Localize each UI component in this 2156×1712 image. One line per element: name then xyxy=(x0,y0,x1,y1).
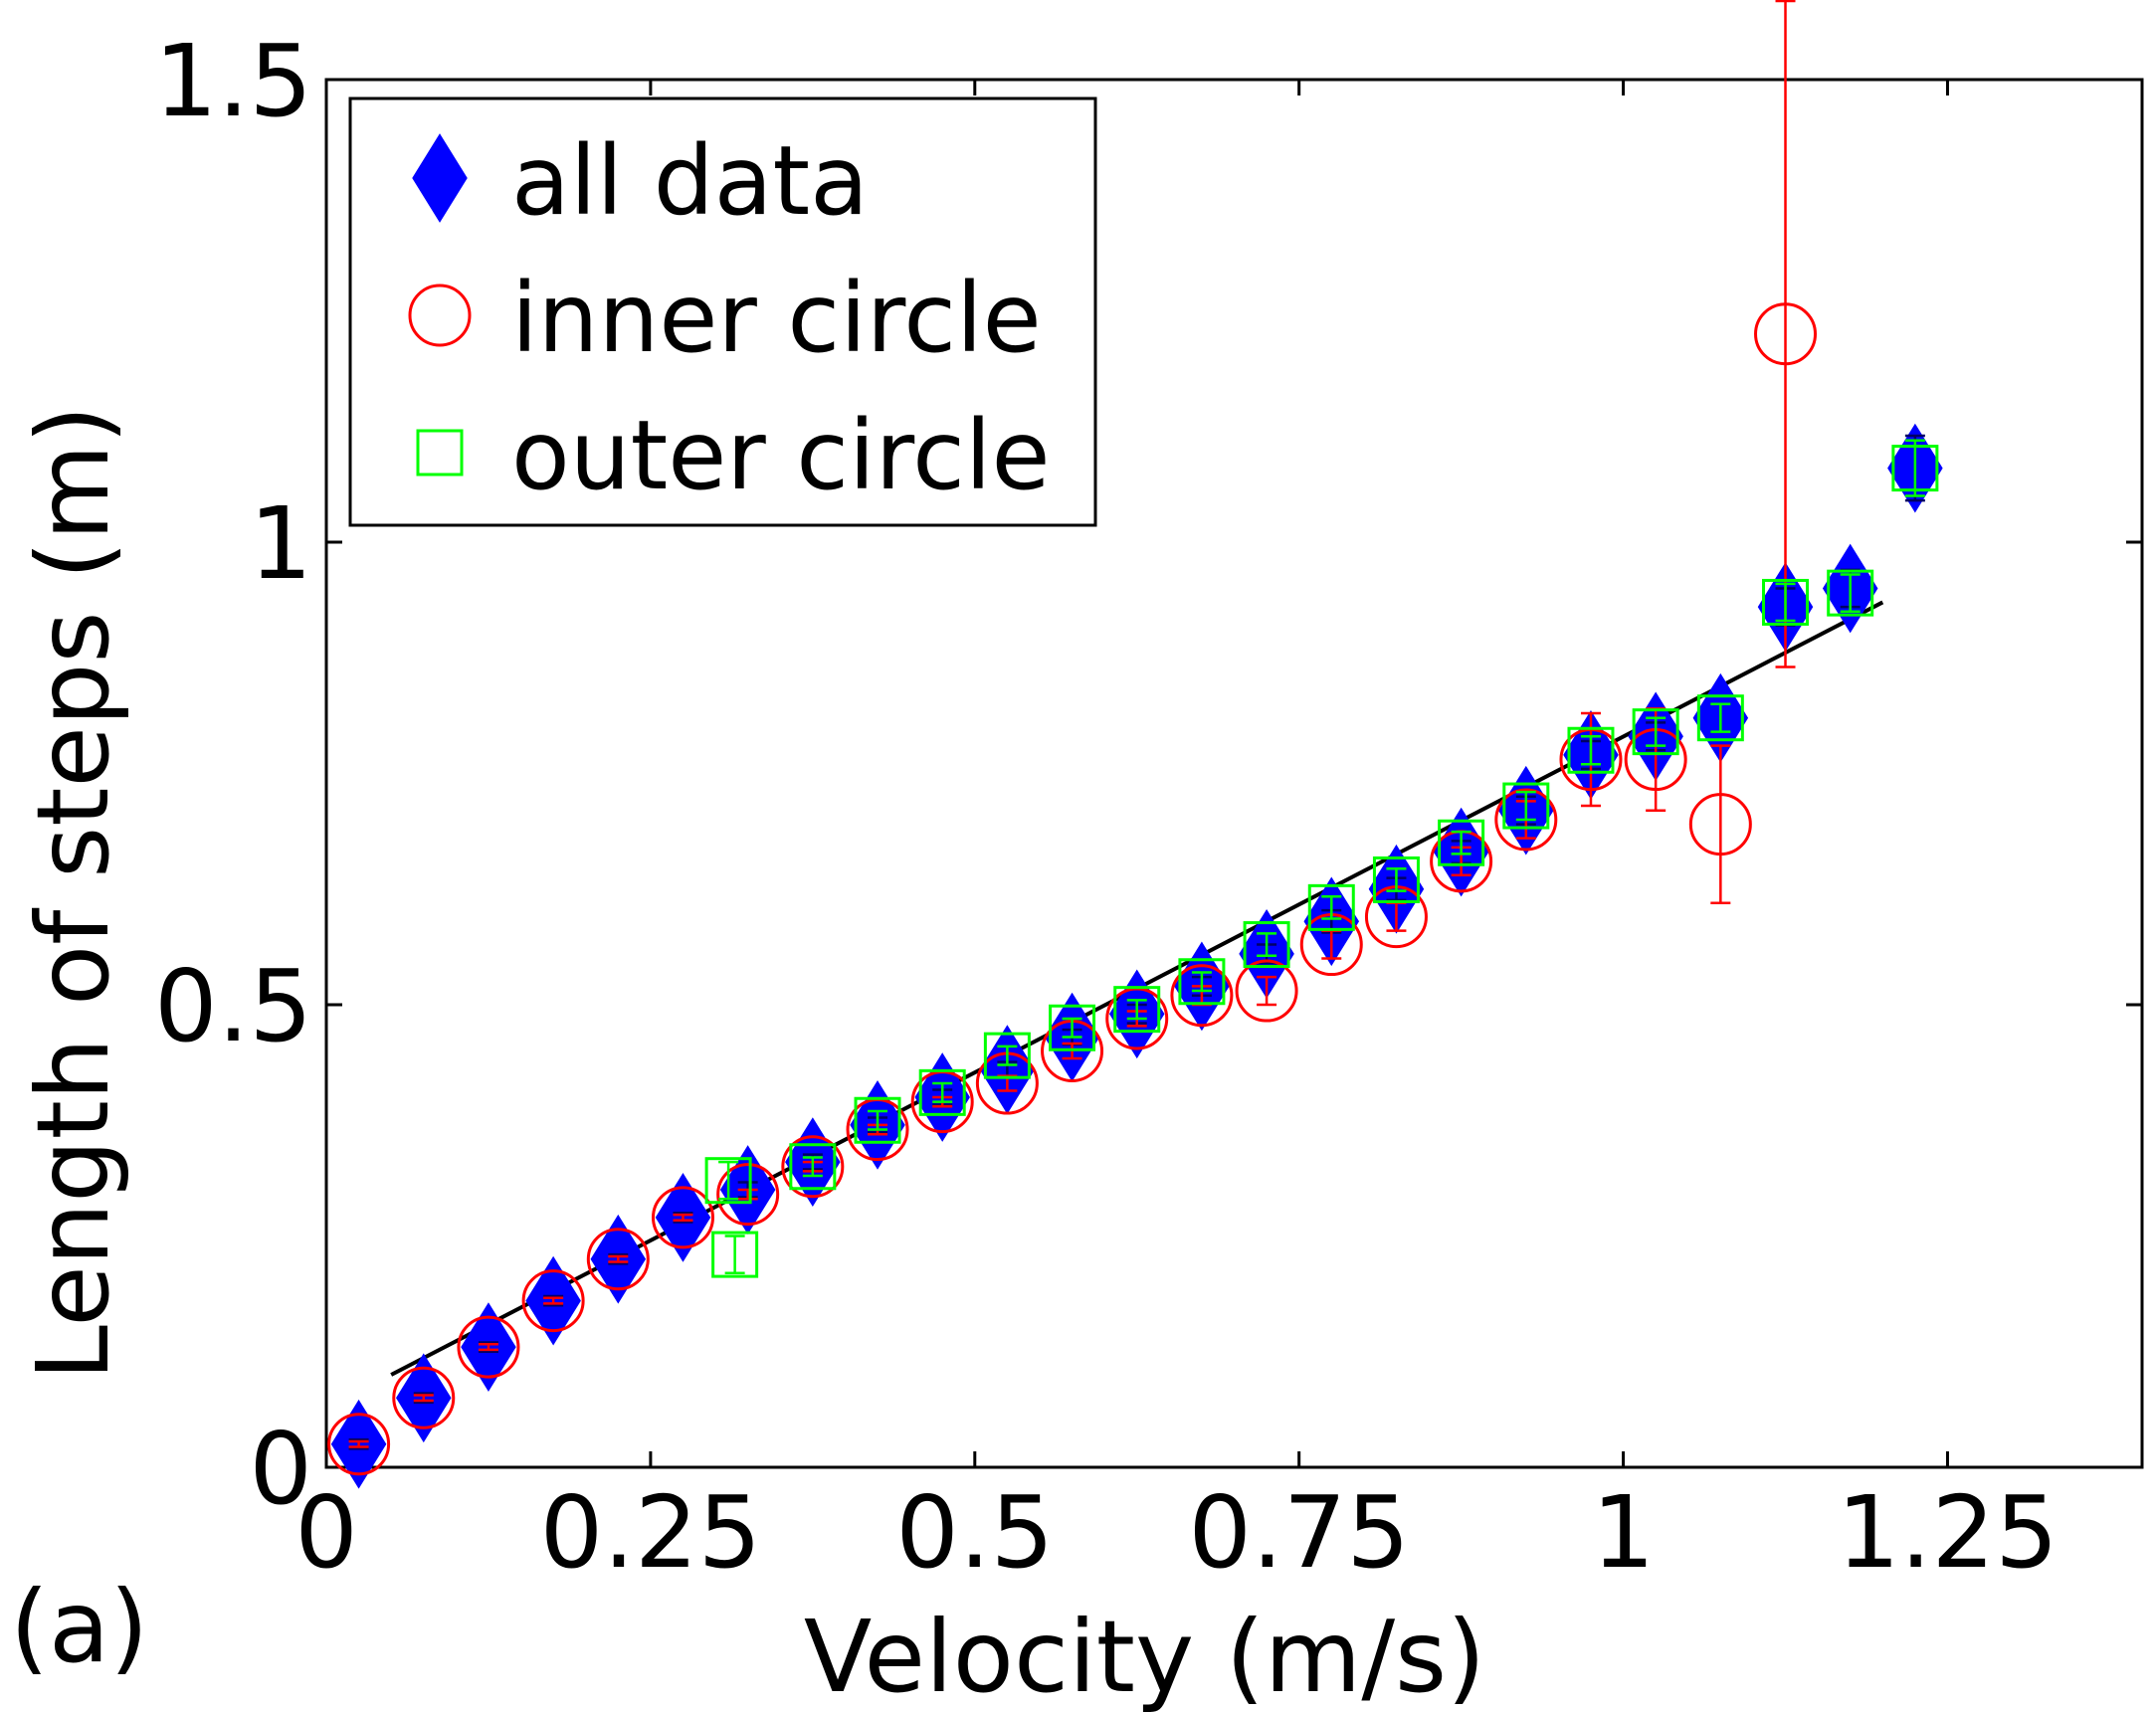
x-tick-label: 0.25 xyxy=(540,1474,762,1591)
y-tick-label: 0.5 xyxy=(154,948,312,1064)
data-point xyxy=(781,1135,845,1199)
legend-marker-square xyxy=(416,429,464,476)
legend-label: outer circle xyxy=(511,400,1051,511)
data-point xyxy=(1178,958,1226,1006)
x-tick-label: 0 xyxy=(294,1474,358,1591)
tick-labels: 0 0.25 0.5 0.75 1 1.25 0 0.5 1 1.5 xyxy=(154,23,2058,1591)
data-point xyxy=(1696,694,1744,742)
y-axis-title: Length of steps (m) xyxy=(15,405,131,1381)
data-point xyxy=(918,1068,966,1116)
legend-marker-diamond xyxy=(412,133,468,223)
data-point xyxy=(716,1163,780,1227)
data-point xyxy=(983,1032,1031,1079)
data-point xyxy=(1494,788,1558,852)
legend-marker-circle xyxy=(408,284,472,347)
legend-label: inner circle xyxy=(511,263,1042,374)
data-point xyxy=(1170,964,1234,1028)
x-axis-title: Velocity (m/s) xyxy=(804,1599,1485,1712)
data-point xyxy=(457,1315,520,1379)
data-point xyxy=(1243,921,1290,969)
data-point xyxy=(1113,986,1161,1034)
y-tick-label: 0 xyxy=(249,1411,312,1527)
data-point xyxy=(1632,708,1679,756)
x-tick-label: 0.75 xyxy=(1188,1474,1410,1591)
data-point xyxy=(789,1143,837,1191)
y-tick-label: 1.5 xyxy=(154,23,312,139)
data-point xyxy=(1502,782,1550,830)
data-point xyxy=(1762,578,1810,626)
data-point xyxy=(392,1366,456,1429)
x-tick-label: 0.5 xyxy=(895,1474,1054,1591)
data-point xyxy=(1372,856,1420,903)
y-tick-label: 1 xyxy=(249,485,312,602)
data-point xyxy=(651,1186,714,1249)
legend-box xyxy=(348,96,1097,527)
data-point xyxy=(1567,726,1615,774)
data-point xyxy=(1827,569,1874,617)
legend-label: all data xyxy=(511,125,869,237)
data-series-layer xyxy=(327,0,1943,1489)
x-tick-label: 1 xyxy=(1592,1474,1656,1591)
data-point xyxy=(1235,959,1298,1023)
data-point xyxy=(1307,883,1355,931)
data-point xyxy=(1049,1004,1096,1051)
data-point xyxy=(711,1231,759,1278)
data-point xyxy=(327,1413,391,1476)
legend: all data inner circle outer circle xyxy=(348,96,1097,527)
data-point xyxy=(521,1269,585,1333)
axis-ticks xyxy=(324,78,2142,1469)
data-point xyxy=(854,1096,901,1144)
data-point xyxy=(704,1157,752,1205)
x-tick-label: 1.25 xyxy=(1837,1474,2058,1591)
panel-label: (a) xyxy=(10,1569,148,1685)
data-point xyxy=(1438,819,1485,866)
data-point xyxy=(586,1228,650,1291)
series-outer-circle xyxy=(704,439,1939,1278)
